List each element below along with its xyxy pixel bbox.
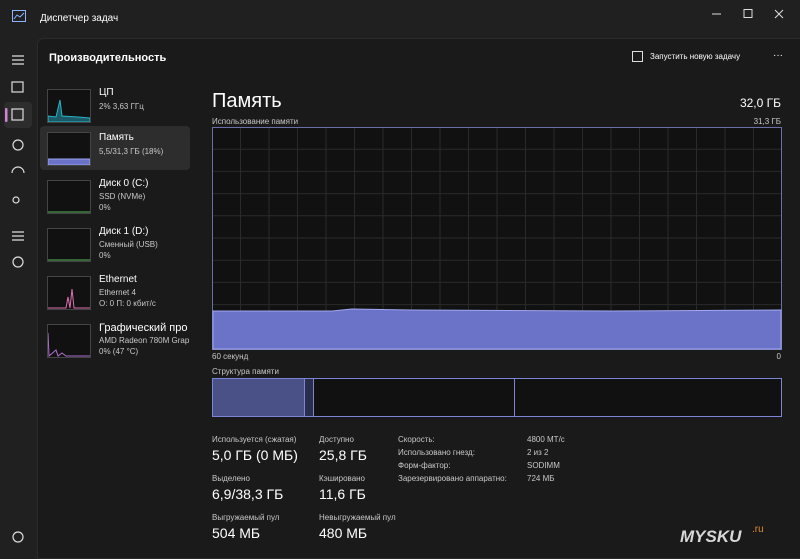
sidebar-item-selected[interactable]: Память 5,5/31,3 ГБ (18%) bbox=[40, 126, 190, 170]
spec-value: 4800 МТ/с bbox=[527, 435, 565, 444]
window-controls[interactable] bbox=[700, 6, 795, 22]
spec-value: SODIMM bbox=[527, 461, 560, 470]
more-button[interactable]: ··· bbox=[773, 50, 783, 61]
window-title: Диспетчер задач bbox=[40, 13, 119, 24]
sidebar-item[interactable]: ЦП 2% 3,63 ГГц bbox=[40, 83, 190, 129]
run-icon bbox=[632, 51, 643, 62]
item-value: 0% bbox=[99, 203, 111, 212]
item-name: Память bbox=[99, 132, 134, 143]
watermark: MYSKU bbox=[680, 527, 742, 546]
graph-part bbox=[212, 308, 782, 350]
item-detail: Сменный (USB) bbox=[99, 240, 158, 249]
page-title: Производительность bbox=[49, 52, 167, 64]
stat-value: 25,8 ГБ bbox=[319, 447, 367, 463]
spec-value: 724 МБ bbox=[527, 474, 555, 483]
graph-label: Использование памяти bbox=[212, 117, 299, 126]
cpu-thumb bbox=[47, 89, 91, 123]
spec-label: Использовано гнезд: bbox=[398, 448, 475, 457]
spec-value: 2 из 2 bbox=[527, 448, 549, 457]
item-name: Диск 1 (D:) bbox=[99, 226, 149, 237]
run-task-label: Запустить новую задачу bbox=[650, 52, 741, 61]
memory-structure bbox=[212, 378, 782, 417]
spec-label: Зарезервировано аппаратно: bbox=[398, 474, 507, 483]
disk-thumb bbox=[47, 228, 91, 262]
item-name: Ethernet bbox=[99, 274, 137, 285]
usage-graph bbox=[212, 127, 782, 350]
item-detail: AMD Radeon 780M Grap bbox=[99, 336, 190, 345]
stat-value: 504 МБ bbox=[212, 525, 261, 541]
spec-label: Скорость: bbox=[398, 435, 435, 444]
structure-label: Структура памяти bbox=[212, 367, 279, 376]
item-name: Графический про bbox=[99, 322, 188, 334]
sidebar-item[interactable]: Ethernet Ethernet 4 О: 0 П: 0 кбит/с bbox=[40, 270, 190, 316]
stat-value: 480 МБ bbox=[319, 525, 368, 541]
item-value: 0% (47 °C) bbox=[99, 347, 139, 356]
item-value: 0% bbox=[99, 251, 111, 260]
sidebar-item[interactable]: Диск 0 (C:) SSD (NVMe) 0% bbox=[40, 174, 190, 220]
item-name: Диск 0 (C:) bbox=[99, 178, 149, 189]
stat-label: Доступно bbox=[319, 435, 354, 444]
app-icon bbox=[12, 10, 26, 22]
stat-label: Выгружаемый пул bbox=[212, 513, 280, 522]
stat-label: Кэшировано bbox=[319, 474, 366, 483]
stat-label: Выделено bbox=[212, 474, 250, 483]
graph-max: 31,3 ГБ bbox=[753, 117, 781, 126]
graph-left: 60 секунд bbox=[212, 352, 249, 361]
item-name: ЦП bbox=[99, 87, 114, 98]
sidebar-item[interactable]: Графический про AMD Radeon 780M Grap 0% (4… bbox=[40, 318, 190, 364]
item-value: О: 0 П: 0 кбит/с bbox=[99, 299, 156, 308]
memory-thumb bbox=[47, 132, 91, 166]
watermark-suffix: .ru bbox=[752, 524, 764, 535]
disk-thumb bbox=[47, 180, 91, 214]
stat-value: 11,6 ГБ bbox=[319, 486, 366, 502]
stat-label: Невыгружаемый пул bbox=[319, 513, 396, 522]
memory-title: Память bbox=[212, 90, 282, 112]
spec-label: Форм-фактор: bbox=[398, 461, 451, 470]
sidebar-item[interactable]: Диск 1 (D:) Сменный (USB) 0% bbox=[40, 222, 190, 268]
item-detail: Ethernet 4 bbox=[99, 288, 136, 297]
memory-capacity: 32,0 ГБ bbox=[739, 96, 781, 110]
graph-right: 0 bbox=[776, 352, 781, 361]
stat-value: 6,9/38,3 ГБ bbox=[212, 486, 284, 502]
item-detail: SSD (NVMe) bbox=[99, 192, 146, 201]
nav-rail bbox=[4, 55, 32, 543]
stat-label: Используется (сжатая) bbox=[212, 435, 297, 444]
ethernet-thumb bbox=[47, 276, 91, 310]
stat-value: 5,0 ГБ (0 МБ) bbox=[212, 447, 298, 463]
item-detail: 5,5/31,3 ГБ (18%) bbox=[99, 147, 164, 156]
gpu-thumb bbox=[47, 324, 91, 358]
item-detail: 2% 3,63 ГГц bbox=[99, 102, 144, 111]
